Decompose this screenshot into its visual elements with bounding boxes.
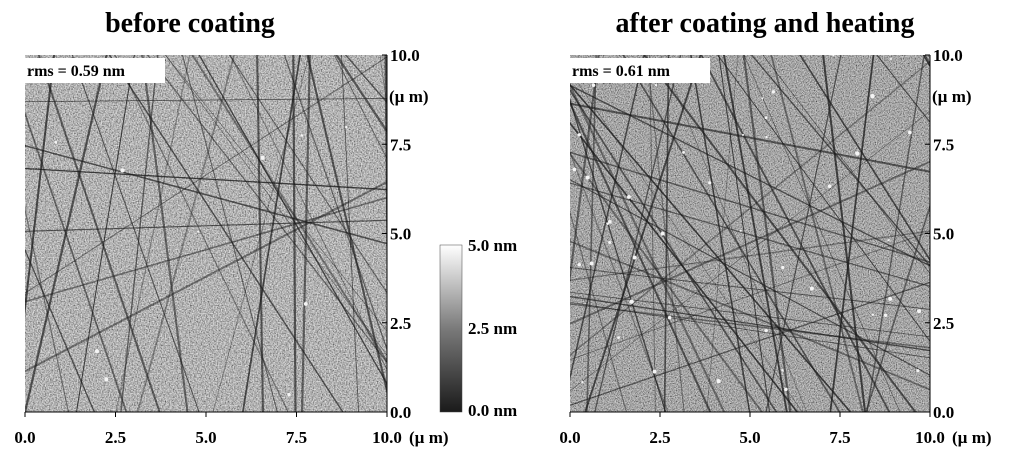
particle [629, 300, 633, 304]
particle [832, 54, 834, 56]
y-tick-label: 2.5 [933, 314, 954, 333]
x-tick-label: 7.5 [286, 428, 307, 447]
particle [287, 393, 290, 396]
particle [761, 97, 763, 99]
y-tick-label: 5.0 [390, 225, 411, 244]
particle [908, 131, 912, 135]
scratch [503, 35, 514, 432]
particle [884, 314, 887, 317]
y-tick-label: 5.0 [933, 225, 954, 244]
particle [872, 313, 874, 315]
particle [828, 184, 832, 188]
figure: 5.0 nm 2.5 nm 0.0 nm before coating rms =… [0, 0, 1013, 450]
rms-label: rms = 0.61 nm [572, 63, 671, 80]
particle [95, 349, 99, 353]
y-tick-label: 10.0 [933, 46, 963, 65]
x-tick-label: 2.5 [649, 428, 670, 447]
x-unit: (µ m) [409, 428, 449, 447]
particle [304, 302, 308, 306]
scratch [966, 35, 1013, 432]
particle [855, 151, 859, 155]
particle [197, 230, 199, 232]
particle [781, 266, 784, 269]
particle [708, 181, 711, 184]
particle [717, 379, 721, 383]
particle [765, 116, 768, 119]
particle [784, 388, 787, 391]
particle [573, 168, 577, 172]
page: {"panels": [ {"title": "before coating",… [0, 0, 1013, 450]
particle [870, 94, 874, 98]
particle [764, 329, 767, 332]
x-tick-label: 5.0 [195, 428, 216, 447]
particle [888, 297, 892, 301]
particle [890, 58, 892, 60]
y-tick-label: 7.5 [933, 135, 954, 154]
scratch [995, 35, 1013, 432]
particle [917, 309, 921, 313]
particle [740, 230, 742, 232]
particle [617, 336, 620, 339]
particle [772, 90, 775, 93]
colorbar-label: 5.0 nm [468, 236, 517, 255]
particle [742, 134, 744, 136]
particle [765, 136, 767, 138]
x-tick-label: 10.0 [915, 428, 945, 447]
x-tick-label: 7.5 [829, 428, 850, 447]
particle [585, 175, 589, 179]
x-tick-label: 10.0 [372, 428, 402, 447]
particle [668, 316, 672, 320]
particle [581, 381, 583, 383]
particle [590, 261, 594, 265]
x-tick-label: 0.0 [14, 428, 35, 447]
x-unit: (µ m) [952, 428, 992, 447]
particle [627, 195, 631, 199]
afm-image [25, 55, 387, 412]
colorbar-label: 0.0 nm [468, 401, 517, 420]
particle [653, 370, 657, 374]
particle [260, 156, 264, 160]
particle [345, 126, 347, 128]
scratch [1007, 35, 1013, 432]
scratch [428, 35, 432, 432]
particle [592, 83, 595, 86]
particle [682, 151, 685, 154]
scratch [468, 35, 505, 432]
y-tick-label: 0.0 [933, 403, 954, 422]
x-tick-label: 2.5 [105, 428, 126, 447]
x-tick-label: 5.0 [739, 428, 760, 447]
y-tick-label: 2.5 [390, 314, 411, 333]
panel-title: after coating and heating [616, 8, 915, 39]
particle [633, 256, 637, 260]
particle [578, 263, 581, 266]
particle [120, 168, 124, 172]
y-tick-label: 10.0 [390, 46, 420, 65]
y-unit: (µ m) [932, 87, 972, 106]
particle [301, 134, 303, 136]
scratch [464, 35, 537, 432]
x-tick-label: 0.0 [559, 428, 580, 447]
particle [888, 239, 890, 241]
rms-label: rms = 0.59 nm [27, 63, 126, 80]
particle [608, 241, 611, 244]
particle [810, 287, 814, 291]
particle [606, 222, 609, 225]
scratch [521, 35, 529, 432]
particle [781, 369, 783, 371]
particle [916, 369, 919, 372]
particle [578, 133, 581, 136]
colorbar [440, 245, 462, 412]
panel-title: before coating [105, 8, 275, 39]
scratch [1007, 35, 1013, 432]
colorbar-label: 2.5 nm [468, 319, 517, 338]
y-tick-label: 0.0 [390, 403, 411, 422]
y-tick-label: 7.5 [390, 135, 411, 154]
particle [104, 377, 108, 381]
y-unit: (µ m) [389, 87, 429, 106]
particle [655, 84, 657, 86]
particle [661, 232, 665, 236]
scratch [475, 35, 479, 432]
particle [54, 141, 57, 144]
